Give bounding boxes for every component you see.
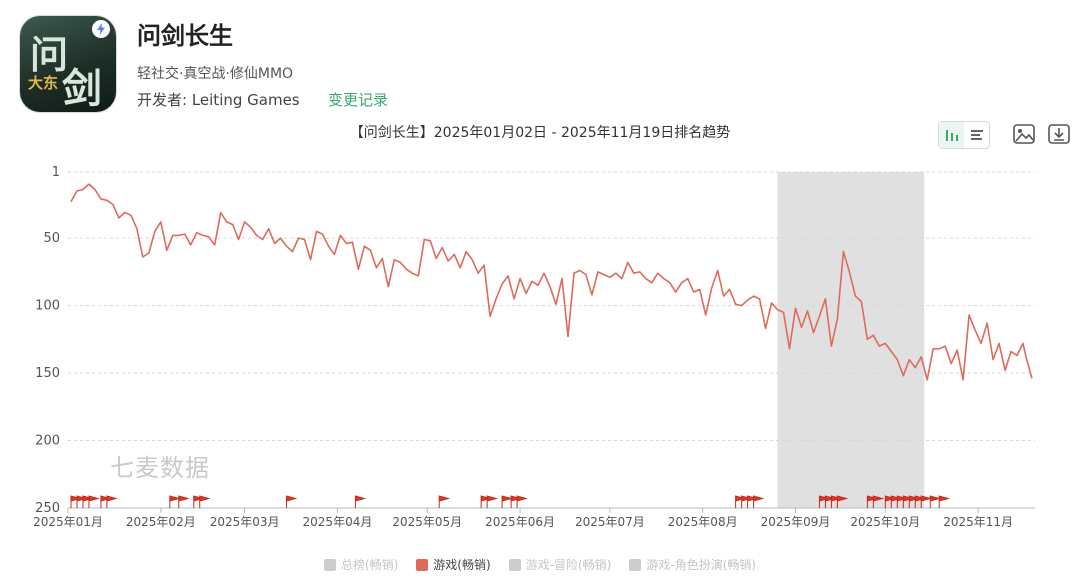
y-tick-label: 150 bbox=[35, 366, 60, 381]
x-tick-label: 2025年04月 bbox=[303, 515, 373, 529]
event-flag-icon bbox=[438, 495, 451, 508]
legend-swatch bbox=[323, 558, 336, 571]
changelog-link[interactable]: 变更记录 bbox=[328, 91, 389, 109]
y-tick-label: 1 bbox=[52, 165, 60, 180]
list-icon[interactable] bbox=[964, 122, 989, 148]
legend-label: 总榜(畅销) bbox=[340, 558, 399, 572]
x-tick-label: 2025年11月 bbox=[943, 515, 1013, 529]
lightning-icon bbox=[92, 20, 110, 38]
chart-title: 【问剑长生】2025年01月02日 - 2025年11月19日排名趋势 bbox=[349, 125, 731, 141]
legend-swatch bbox=[416, 558, 429, 571]
event-flag-icon bbox=[872, 495, 885, 508]
legend-item-rpg[interactable]: 游戏-角色扮演(畅销) bbox=[629, 556, 756, 573]
event-flag-icon bbox=[938, 495, 951, 508]
x-tick-label: 2025年10月 bbox=[850, 515, 920, 529]
event-flag-icon bbox=[88, 495, 100, 508]
x-tick-label: 2025年03月 bbox=[210, 515, 280, 529]
x-tick-label: 2025年06月 bbox=[485, 515, 555, 529]
app-icon: 问 剑 大东 bbox=[20, 16, 116, 112]
legend-label: 游戏-冒险(畅销) bbox=[525, 558, 612, 572]
app-icon-glyph: 问 bbox=[30, 32, 69, 77]
event-flag-icon bbox=[929, 495, 942, 508]
event-flag-icon bbox=[501, 495, 513, 508]
legend-item-adventure[interactable]: 游戏-冒险(畅销) bbox=[508, 556, 612, 573]
y-tick-label: 200 bbox=[35, 434, 60, 449]
legend-label: 游戏-角色扮演(畅销) bbox=[646, 558, 757, 572]
developer-label: 开发者: Leiting Games bbox=[137, 91, 300, 109]
missing-data-band bbox=[777, 172, 925, 508]
x-tick-label: 2025年01月 bbox=[33, 515, 103, 529]
event-flag-icon bbox=[286, 495, 298, 508]
event-flag-icon bbox=[178, 495, 190, 508]
y-tick-label: 50 bbox=[43, 231, 60, 246]
app-icon-glyph: 大东 bbox=[28, 74, 59, 92]
legend-label: 游戏(畅销) bbox=[433, 558, 491, 572]
image-icon[interactable] bbox=[1011, 121, 1037, 147]
x-tick-label: 2025年05月 bbox=[392, 515, 462, 529]
event-flag-icon bbox=[516, 495, 528, 508]
event-flag-icon bbox=[169, 495, 181, 508]
legend-item-overall[interactable]: 总榜(畅销) bbox=[323, 556, 399, 573]
x-tick-label: 2025年08月 bbox=[668, 515, 738, 529]
event-flag-icon bbox=[199, 495, 211, 508]
legend-swatch bbox=[629, 558, 642, 571]
view-toggle bbox=[938, 121, 990, 149]
legend-item-games[interactable]: 游戏(畅销) bbox=[416, 556, 491, 573]
series-line bbox=[70, 183, 1033, 381]
x-tick-label: 2025年07月 bbox=[575, 515, 645, 529]
event-flag-icon bbox=[354, 495, 367, 508]
y-tick-label: 100 bbox=[35, 299, 60, 314]
event-flag-icon bbox=[920, 495, 933, 508]
bar-chart-icon[interactable] bbox=[939, 122, 964, 148]
event-flag-icon bbox=[836, 495, 849, 508]
legend-swatch bbox=[508, 558, 521, 571]
app-icon-glyph: 剑 bbox=[62, 65, 102, 112]
x-tick-label: 2025年09月 bbox=[761, 515, 831, 529]
watermark: 七麦数据 bbox=[110, 454, 210, 482]
event-flag-icon bbox=[753, 495, 765, 508]
x-tick-label: 2025年02月 bbox=[126, 515, 196, 529]
download-icon[interactable] bbox=[1046, 121, 1072, 147]
y-tick-label: 250 bbox=[35, 501, 60, 516]
app-title: 问剑长生 bbox=[137, 22, 233, 50]
legend: 总榜(畅销) 游戏(畅销) 游戏-冒险(畅销) 游戏-角色扮演(畅销) bbox=[0, 556, 1080, 573]
event-flag-icon bbox=[486, 495, 499, 508]
app-tags: 轻社交·真空战·修仙MMO bbox=[137, 66, 294, 82]
event-flag-icon bbox=[106, 495, 118, 508]
